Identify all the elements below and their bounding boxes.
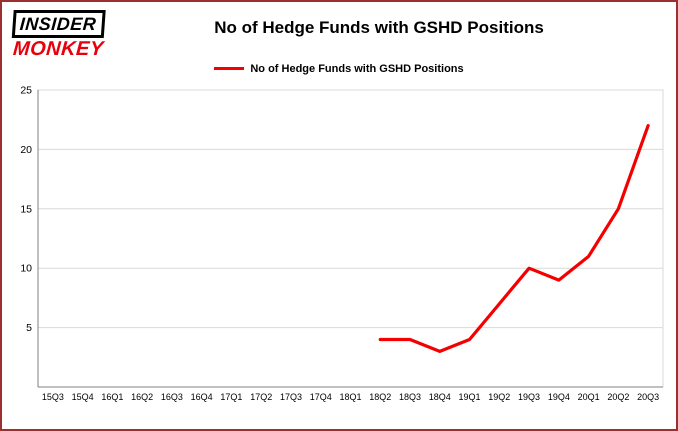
x-tick-label: 19Q1 xyxy=(459,392,481,402)
x-tick-label: 16Q4 xyxy=(191,392,213,402)
chart-title: No of Hedge Funds with GSHD Positions xyxy=(214,18,544,37)
x-tick-label: 19Q3 xyxy=(518,392,540,402)
legend-line-swatch xyxy=(214,67,245,71)
x-tick-label: 19Q2 xyxy=(488,392,510,402)
y-tick-label: 15 xyxy=(20,203,32,215)
x-tick-label: 19Q4 xyxy=(548,392,570,402)
x-tick-label: 20Q3 xyxy=(637,392,659,402)
x-tick-label: 16Q3 xyxy=(161,392,183,402)
plot-area xyxy=(37,89,664,388)
legend: No of Hedge Funds with GSHD Positions xyxy=(2,60,676,78)
x-tick-label: 17Q4 xyxy=(310,392,332,402)
y-tick-label: 25 xyxy=(20,85,32,97)
y-tick-label: 10 xyxy=(20,263,32,275)
y-tick-label: 20 xyxy=(20,144,32,156)
x-tick-label: 18Q2 xyxy=(369,392,391,402)
x-tick-label: 15Q4 xyxy=(72,392,94,402)
x-tick-label: 18Q4 xyxy=(429,392,451,402)
x-tick-label: 20Q1 xyxy=(578,392,600,402)
x-tick-label: 15Q3 xyxy=(42,392,64,402)
y-tick-label: 5 xyxy=(26,322,32,334)
x-tick-label: 18Q3 xyxy=(399,392,421,402)
x-tick-label: 16Q2 xyxy=(131,392,153,402)
x-tick-label: 17Q2 xyxy=(250,392,272,402)
x-tick-label: 16Q1 xyxy=(101,392,123,402)
x-tick-label: 17Q1 xyxy=(220,392,242,402)
x-tick-label: 20Q2 xyxy=(607,392,629,402)
x-tick-label: 18Q1 xyxy=(339,392,361,402)
data-series-line xyxy=(378,124,650,353)
x-tick-label: 17Q3 xyxy=(280,392,302,402)
legend-label: No of Hedge Funds with GSHD Positions xyxy=(250,62,464,75)
